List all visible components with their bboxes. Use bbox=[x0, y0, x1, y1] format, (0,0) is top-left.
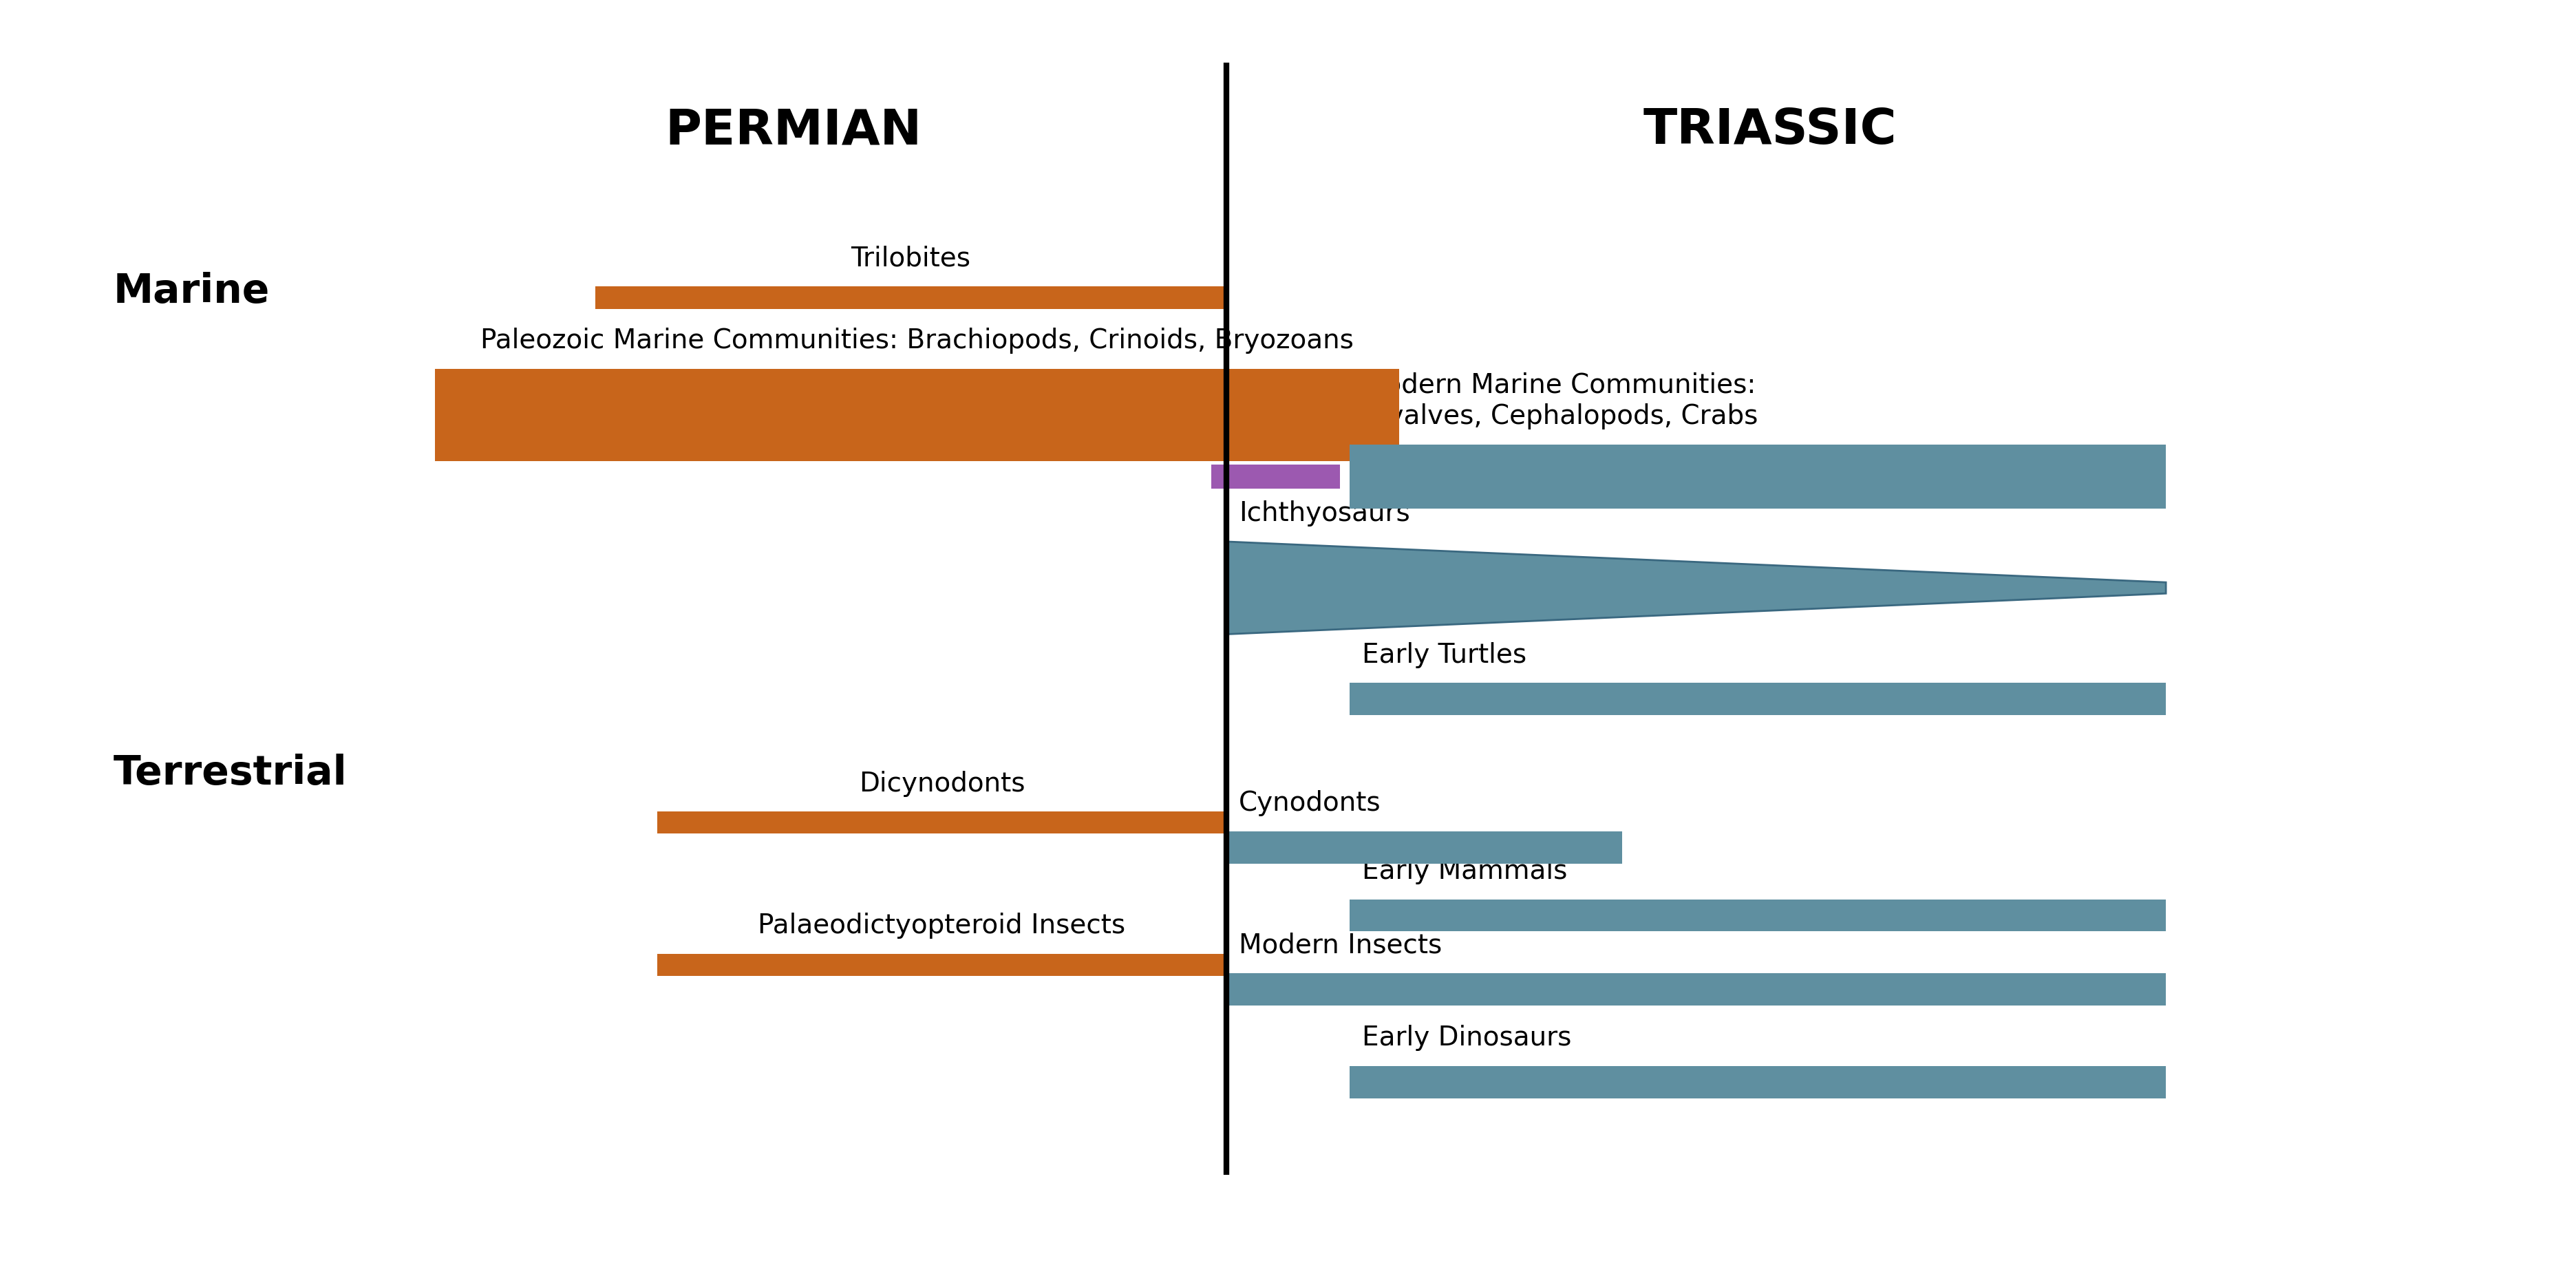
Text: Trilobites: Trilobites bbox=[850, 246, 971, 272]
Bar bbox=[1350, 683, 2166, 716]
Text: Paleozoic Marine Communities: Brachiopods, Crinoids, Bryozoans: Paleozoic Marine Communities: Brachiopod… bbox=[482, 328, 1352, 354]
Text: Cynodonts: Cynodonts bbox=[1239, 790, 1381, 816]
Text: Early Mammals: Early Mammals bbox=[1363, 858, 1569, 884]
Text: Terrestrial: Terrestrial bbox=[113, 754, 348, 793]
Text: PERMIAN: PERMIAN bbox=[665, 107, 922, 154]
Text: Ichthyosaurs: Ichthyosaurs bbox=[1239, 501, 1409, 526]
Bar bbox=[1350, 1066, 2166, 1098]
Bar bbox=[435, 368, 1399, 461]
Text: Early Dinosaurs: Early Dinosaurs bbox=[1363, 1024, 1571, 1051]
Text: TRIASSIC: TRIASSIC bbox=[1643, 107, 1896, 154]
Text: Palaeodictyopteroid Insects: Palaeodictyopteroid Insects bbox=[757, 912, 1126, 938]
Bar bbox=[595, 287, 1226, 309]
Bar bbox=[1350, 900, 2166, 932]
Bar bbox=[1211, 465, 1340, 489]
Text: Modern Marine Communities:
Bivalves, Cephalopods, Crabs: Modern Marine Communities: Bivalves, Cep… bbox=[1363, 372, 1759, 430]
Polygon shape bbox=[1226, 542, 2166, 634]
Bar bbox=[1226, 831, 1623, 864]
Text: Dicynodonts: Dicynodonts bbox=[858, 771, 1025, 797]
Text: Early Turtles: Early Turtles bbox=[1363, 642, 1528, 668]
Text: Marine: Marine bbox=[113, 272, 270, 311]
Bar bbox=[657, 954, 1226, 976]
Bar bbox=[657, 812, 1226, 834]
Bar bbox=[1226, 973, 2166, 1005]
Text: Modern Insects: Modern Insects bbox=[1239, 932, 1443, 959]
Bar bbox=[1350, 444, 2166, 508]
